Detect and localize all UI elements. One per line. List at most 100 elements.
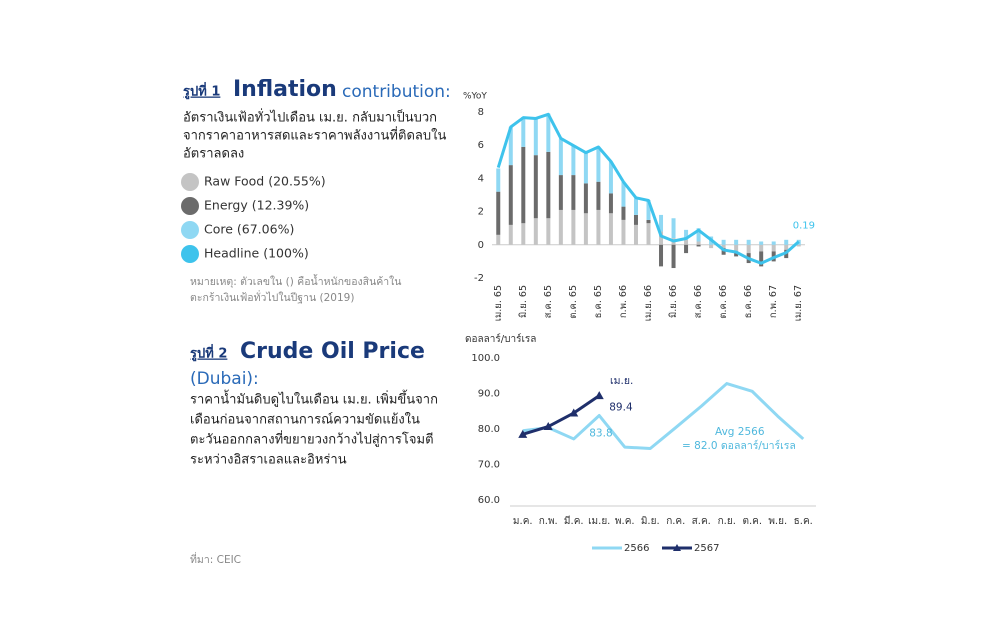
y-tick-label: 0 <box>478 240 484 251</box>
x-tick-label: ธ.ค. 65 <box>593 285 604 318</box>
y-axis-label: %YoY <box>463 92 487 102</box>
x-tick-label: ก.พ. <box>539 516 558 527</box>
bar-segment <box>633 198 638 215</box>
bar-segment <box>508 224 513 245</box>
line <box>522 382 805 451</box>
x-tick-label: มิ.ย. <box>641 516 660 527</box>
bar-segment <box>608 193 613 214</box>
description: ตะวันออกกลางที่ขยายวงกว้างไปสู่การโจมตี <box>190 431 434 448</box>
marker <box>594 391 604 400</box>
data-label: 0.19 <box>793 221 815 232</box>
marker <box>569 408 579 417</box>
bar-segment <box>558 138 563 176</box>
x-tick-label: มี.ค. <box>564 515 584 527</box>
x-tick-label: มิ.ย. 65 <box>518 285 529 318</box>
chart-title: Crude Oil Price <box>240 339 425 364</box>
bar-segment <box>546 151 551 219</box>
legend-label: Raw Food (20.55%) <box>204 174 326 189</box>
bar-segment <box>696 228 701 242</box>
legend-marker <box>673 544 681 551</box>
legend-label: 2567 <box>694 543 719 554</box>
legend-swatch <box>181 221 199 239</box>
bar-segment <box>646 219 651 224</box>
bar-segment <box>646 223 651 245</box>
y-tick-label: -2 <box>474 273 484 284</box>
y-tick-label: 100.0 <box>471 353 500 364</box>
bar-segment <box>709 244 714 249</box>
bar-segment <box>571 145 576 176</box>
x-tick-label: ส.ค. <box>692 516 711 527</box>
annotation: = 82.0 ดอลลาร์/บาร์เรล <box>682 439 796 452</box>
bar-segment <box>621 181 626 207</box>
bar-segment <box>633 214 638 225</box>
marker <box>543 422 553 431</box>
bar-segment <box>671 218 676 239</box>
bar-segment <box>621 206 626 220</box>
bar-segment <box>496 191 501 235</box>
bar-segment <box>508 165 513 225</box>
figure-label: รูปที่ 2 <box>190 344 227 362</box>
note: ตะกร้าเงินเฟ้อทั่วไปในปีฐาน (2019) <box>190 290 354 304</box>
bar-segment <box>671 244 676 269</box>
bar-segment <box>596 146 601 182</box>
line <box>496 112 800 265</box>
x-tick-label: ธ.ค. 66 <box>743 285 754 318</box>
y-axis-label: ดอลลาร์/บาร์เรล <box>465 333 536 345</box>
bar-segment <box>659 244 664 267</box>
legend-label: 2566 <box>624 543 649 554</box>
x-tick-label: ส.ค. 66 <box>693 285 704 318</box>
bar-segment <box>784 239 789 245</box>
chart-title-suffix: contribution: <box>342 82 451 102</box>
x-tick-label: ต.ค. <box>742 516 762 527</box>
bar-segment <box>583 213 588 245</box>
bar-segment <box>533 218 538 245</box>
x-tick-label: เม.ย. 67 <box>793 285 804 321</box>
x-tick-label: ม.ค. <box>513 516 533 527</box>
bar-segment <box>721 244 726 249</box>
figure-label: รูปที่ 1 <box>183 82 220 100</box>
bar-segment <box>596 209 601 245</box>
bar-segment <box>659 214 664 232</box>
x-tick-label: ต.ค. 65 <box>568 285 579 319</box>
bar-segment <box>608 213 613 245</box>
bar-segment <box>521 146 526 224</box>
bar-segment <box>521 223 526 245</box>
bar-segment <box>546 113 551 152</box>
bar-segment <box>521 116 526 147</box>
x-tick-label: ก.พ. 67 <box>768 285 779 318</box>
bar-segment <box>684 229 689 240</box>
bar-segment <box>558 209 563 245</box>
x-tick-label: ต.ค. 66 <box>718 285 729 319</box>
bar-segment <box>596 181 601 210</box>
bar-segment <box>583 183 588 214</box>
note: หมายเหตุ: ตัวเลขใน () คือน้ำหนักของสินค้… <box>190 274 401 288</box>
line <box>522 394 601 436</box>
bar-segment <box>571 175 576 210</box>
x-tick-label: ก.ย. <box>718 516 736 527</box>
legend-label: Energy (12.39%) <box>204 198 309 213</box>
legend-swatch <box>181 197 199 215</box>
bar-segment <box>684 239 689 245</box>
bar-segment <box>696 241 701 245</box>
description: ระหว่างอิสราเอลและอิหร่าน <box>190 453 347 468</box>
bar-segment <box>721 239 726 245</box>
marker <box>518 429 528 438</box>
description: ราคาน้ำมันดิบดูไบในเดือน เม.ย. เพิ่มขึ้น… <box>190 390 438 408</box>
bar-segment <box>533 155 538 219</box>
y-tick-label: 4 <box>478 173 484 184</box>
bar-segment <box>508 126 513 166</box>
description: เดือนก่อนจากสถานการณ์ความขัดแย้งใน <box>190 412 420 428</box>
bar-segment <box>734 244 739 252</box>
chart-title: Inflation <box>233 77 337 102</box>
bar-segment <box>496 168 501 192</box>
bar-segment <box>684 244 689 254</box>
annotation: Avg 2566 <box>715 426 765 438</box>
y-tick-label: 70.0 <box>478 460 500 471</box>
bar-segment <box>646 199 651 220</box>
x-tick-label: ก.พ. 66 <box>618 285 629 318</box>
bar-segment <box>621 219 626 245</box>
bar-segment <box>746 244 751 254</box>
legend-swatch <box>181 173 199 191</box>
bar-segment <box>734 239 739 245</box>
